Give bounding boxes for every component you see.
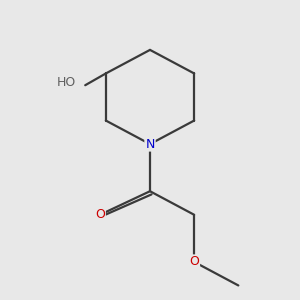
Text: N: N — [145, 138, 155, 151]
Text: O: O — [189, 255, 199, 268]
Text: HO: HO — [57, 76, 76, 89]
Text: O: O — [95, 208, 105, 221]
